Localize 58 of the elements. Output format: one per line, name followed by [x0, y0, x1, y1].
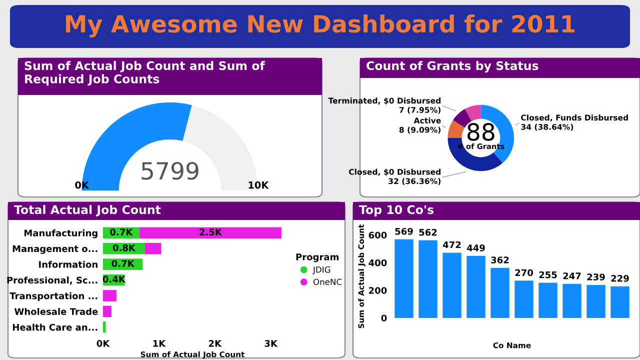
y-tick-label: Health Care an... [12, 324, 98, 331]
data-label: 569 [395, 228, 413, 235]
y-tick-label: 0 [381, 314, 387, 322]
data-label: 239 [587, 274, 605, 280]
chart-title: Count of Grants by Status [366, 61, 538, 73]
chart-title: Total Actual Job Count [14, 205, 161, 216]
chart-title: Top 10 Co's [359, 205, 434, 216]
legend-title: Program [296, 254, 338, 262]
bar [144, 242, 162, 254]
bar [103, 321, 106, 333]
bar [394, 239, 414, 318]
text: 88 [467, 123, 494, 141]
chart-title: Sum of Actual Job Count and Sum of Required Job Counts [24, 61, 265, 86]
data-label: 0.7K [112, 260, 135, 267]
data-label: 0.7K [110, 228, 133, 236]
data-label: 2.5K [200, 228, 222, 236]
data-label: 0.8K [112, 244, 136, 252]
bar [586, 284, 606, 318]
data-label: 362 [491, 256, 509, 264]
data-label: 449 [466, 244, 485, 252]
y-tick-label: Transportation ... [10, 292, 98, 302]
donut-slice [448, 120, 465, 138]
bar [103, 290, 116, 302]
x-tick-label: 1K [153, 340, 166, 347]
bar [103, 306, 112, 318]
bar [490, 268, 510, 318]
y-tick-label: Professional, Sc... [7, 276, 98, 285]
legend-label: OneNC [313, 278, 342, 286]
y-tick-label: Manufacturing [24, 229, 98, 238]
bar [610, 286, 630, 318]
y-tick-label: 600 [368, 232, 387, 239]
data-label: 255 [539, 271, 557, 278]
data-label: 562 [419, 228, 437, 236]
bar [418, 240, 438, 318]
bar [562, 284, 582, 318]
text: My Awesome New Dashboard for 2011 [66, 14, 575, 38]
data-label: 229 [611, 274, 629, 282]
bar [538, 282, 558, 318]
data-label: 5799 [142, 162, 198, 180]
x-tick-label: 0K [96, 340, 110, 347]
x-tick-label: 3K [264, 340, 278, 347]
y-tick-label: 400 [368, 259, 387, 266]
data-label: 270 [515, 269, 533, 276]
bar [466, 256, 486, 318]
legend-label: JDIG [312, 266, 330, 274]
text: 0K [75, 181, 90, 189]
text: 10K [248, 181, 270, 189]
bar [139, 227, 282, 239]
data-label: 247 [563, 272, 581, 280]
data-label: 472 [442, 241, 461, 248]
y-tick-label: Management o... [12, 245, 98, 254]
bar [442, 252, 462, 318]
donut-slice [465, 104, 481, 122]
y-tick-label: 200 [369, 287, 387, 294]
y-tick-label: Information [39, 260, 98, 268]
y-tick-label: Wholesale Trade [14, 308, 98, 315]
x-tick-label: 2K [208, 340, 222, 347]
bar [514, 280, 534, 318]
